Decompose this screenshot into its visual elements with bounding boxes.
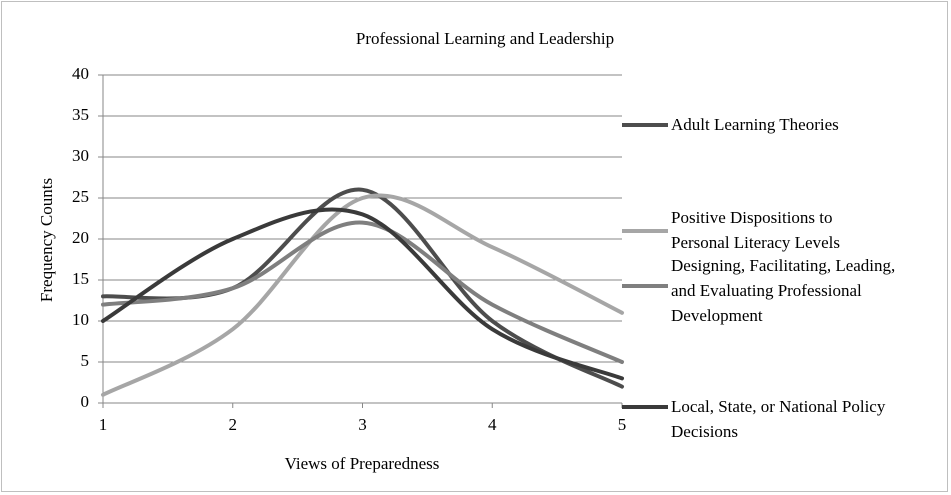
- legend-entry: Designing, Facilitating, Leading, and Ev…: [671, 256, 896, 325]
- chart-title: Professional Learning and Leadership: [356, 29, 614, 48]
- y-tick-label: 5: [81, 351, 90, 370]
- y-tick-label: 20: [72, 228, 89, 247]
- legend-label: Designing, Facilitating, Leading, and Ev…: [671, 256, 896, 325]
- legend-entry: Positive Dispositions to Personal Litera…: [671, 208, 840, 252]
- x-tick-label: 5: [618, 415, 627, 434]
- legend-entry: Local, State, or National Policy Decisio…: [671, 397, 886, 441]
- y-tick-label: 15: [72, 269, 89, 288]
- legend-label: Positive Dispositions to Personal Litera…: [671, 208, 840, 252]
- series-line: [101, 193, 624, 397]
- y-tick-label: 40: [72, 64, 89, 83]
- x-tick-label: 3: [358, 415, 367, 434]
- x-tick-label: 2: [229, 415, 238, 434]
- legend-entry: Adult Learning Theories: [671, 115, 839, 134]
- y-tick-label: 30: [72, 146, 89, 165]
- y-tick-label: 25: [72, 187, 89, 206]
- y-tick-label: 10: [72, 310, 89, 329]
- series-line: [101, 207, 624, 381]
- legend-label: Local, State, or National Policy Decisio…: [671, 397, 886, 441]
- series-line: [101, 220, 624, 364]
- y-tick-label: 0: [81, 392, 90, 411]
- x-tick-label: 1: [99, 415, 108, 434]
- x-axis-label: Views of Preparedness: [285, 454, 440, 473]
- x-tick-label: 4: [488, 415, 497, 434]
- y-tick-label: 35: [72, 105, 89, 124]
- y-axis-label: Frequency Counts: [37, 178, 56, 302]
- legend-label: Adult Learning Theories: [671, 115, 839, 134]
